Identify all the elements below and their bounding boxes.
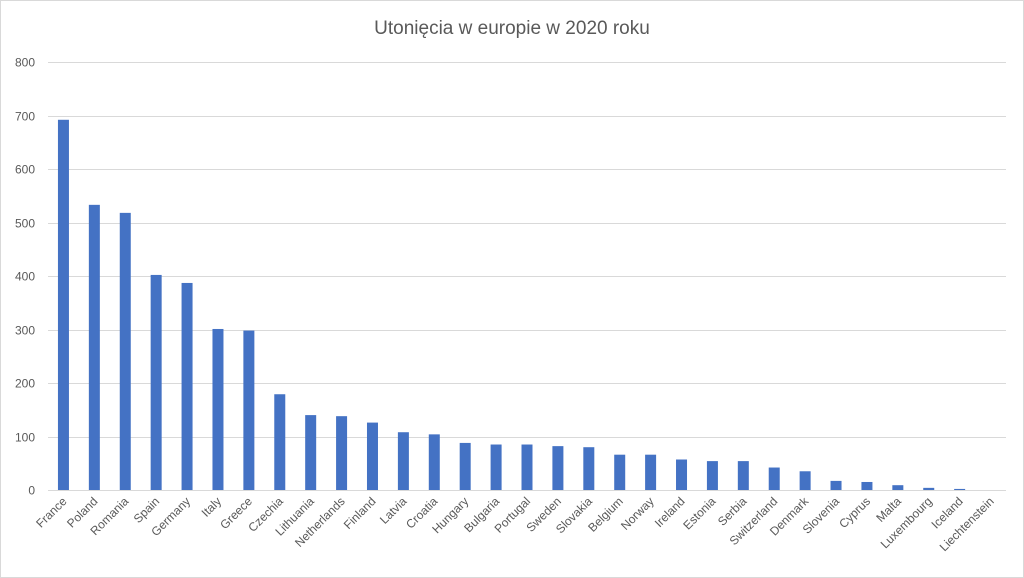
bar-france bbox=[57, 119, 69, 490]
bar-estonia bbox=[706, 461, 718, 490]
y-tick-label: 0 bbox=[28, 484, 35, 498]
x-tick-label-belgium: Belgium bbox=[585, 494, 626, 535]
bar-switzerland bbox=[768, 467, 780, 490]
bar-norway bbox=[645, 454, 657, 490]
bar-italy bbox=[212, 328, 224, 490]
bar-romania bbox=[119, 212, 131, 490]
y-tick-label: 800 bbox=[15, 56, 35, 70]
bar-portugal bbox=[521, 444, 533, 490]
bar-iceland bbox=[954, 488, 966, 490]
y-tick-label: 200 bbox=[15, 377, 35, 391]
x-tick-label-italy: Italy bbox=[199, 494, 224, 519]
bar-germany bbox=[181, 282, 193, 490]
y-tick-label: 500 bbox=[15, 217, 35, 231]
y-tick-label: 400 bbox=[15, 270, 35, 284]
x-tick-label-finland: Finland bbox=[341, 494, 379, 532]
bar-luxembourg bbox=[923, 487, 935, 490]
bar-slovakia bbox=[583, 447, 595, 490]
bars bbox=[57, 119, 966, 490]
y-tick-label: 100 bbox=[15, 431, 35, 445]
bar-lithuania bbox=[305, 415, 317, 490]
chart-title: Utonięcia w europie w 2020 roku bbox=[374, 18, 650, 39]
bar-czechia bbox=[274, 394, 286, 490]
bar-finland bbox=[366, 422, 378, 490]
bar-malta bbox=[892, 485, 904, 490]
bar-hungary bbox=[459, 442, 471, 490]
bar-greece bbox=[243, 330, 255, 490]
bar-ireland bbox=[676, 459, 688, 490]
x-tick-label-norway: Norway bbox=[618, 494, 657, 533]
bar-belgium bbox=[614, 454, 626, 490]
bar-latvia bbox=[397, 432, 409, 490]
bar-poland bbox=[88, 204, 100, 490]
bar-cyprus bbox=[861, 481, 873, 490]
bar-denmark bbox=[799, 471, 811, 490]
x-tick-label-cyprus: Cyprus bbox=[836, 494, 873, 531]
y-tick-label: 300 bbox=[15, 324, 35, 338]
bar-sweden bbox=[552, 446, 564, 490]
gridlines bbox=[48, 62, 1006, 491]
bar-croatia bbox=[428, 434, 440, 490]
bar-bulgaria bbox=[490, 444, 502, 490]
bar-spain bbox=[150, 274, 162, 490]
y-tick-label: 700 bbox=[15, 110, 35, 124]
y-tick-label: 600 bbox=[15, 163, 35, 177]
bar-slovenia bbox=[830, 480, 842, 490]
bar-netherlands bbox=[336, 416, 348, 490]
x-tick-label-france: France bbox=[33, 494, 70, 531]
y-axis-tick-labels: 0 100 200 300 400 500 600 700 800 bbox=[15, 56, 35, 498]
bar-serbia bbox=[737, 461, 749, 490]
x-tick-label-estonia: Estonia bbox=[680, 494, 718, 532]
